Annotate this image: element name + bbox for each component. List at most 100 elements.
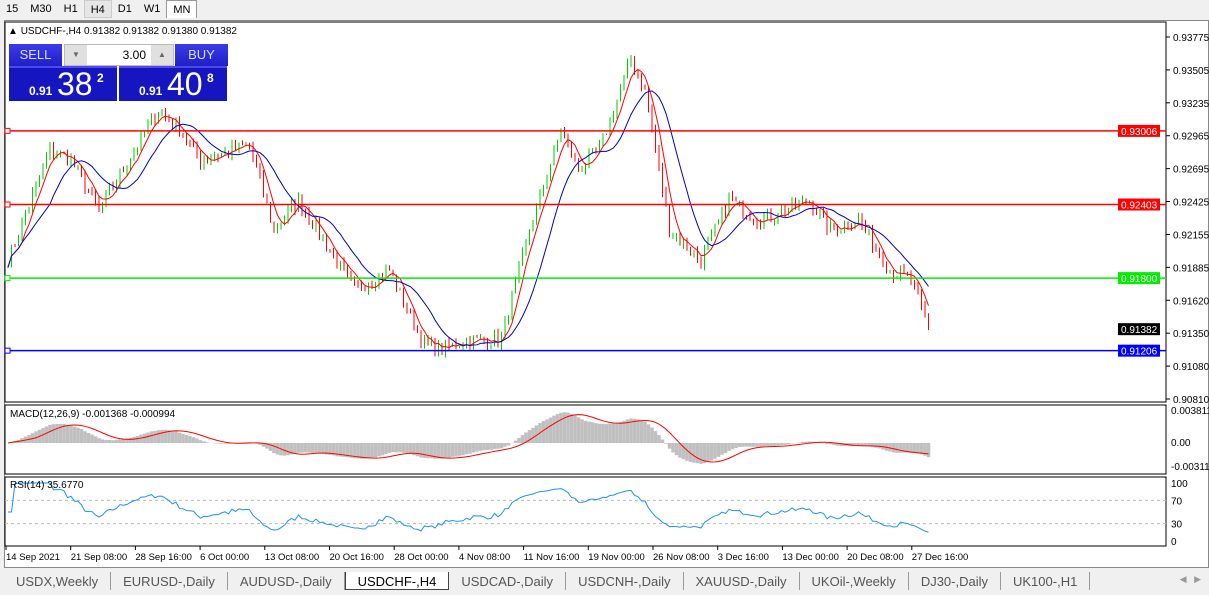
macd-histogram-bar	[625, 419, 630, 443]
macd-histogram-bar	[622, 420, 626, 443]
buy-price[interactable]: 0.91 40 8	[119, 66, 227, 102]
level-price-label: 0.91800	[1121, 274, 1158, 285]
macd-histogram-bar	[335, 443, 339, 457]
price-tick-label: 0.92695	[1173, 165, 1209, 176]
macd-histogram-bar	[587, 421, 591, 443]
price-tick-label: 0.92155	[1173, 230, 1209, 241]
level-handle	[4, 201, 11, 208]
macd-histogram-bar	[524, 432, 528, 443]
macd-histogram-bar	[261, 443, 266, 447]
macd-histogram-bar	[104, 439, 108, 443]
macd-histogram-bar	[636, 419, 640, 443]
tab-dj30[interactable]: DJ30-,Daily	[909, 572, 1001, 590]
macd-histogram-bar	[198, 440, 203, 443]
macd-histogram-bar	[282, 443, 287, 456]
macd-histogram-bar	[758, 443, 763, 448]
macd-histogram-bar	[359, 443, 364, 459]
macd-histogram-bar	[468, 443, 472, 454]
macd-histogram-bar	[86, 432, 91, 443]
increase-lot-icon[interactable]: ▲	[151, 45, 173, 65]
time-tick-label: 4 Nov 08:00	[459, 552, 510, 563]
tab-eurusd[interactable]: EURUSD-,Daily	[111, 572, 228, 590]
macd-histogram-bar	[356, 443, 360, 459]
macd-histogram-bar	[891, 443, 896, 453]
macd-histogram-bar	[653, 431, 658, 443]
tab-uk100[interactable]: UK100-,H1	[1001, 572, 1091, 590]
macd-histogram-bar	[289, 443, 294, 455]
tf-m30[interactable]: M30	[30, 3, 52, 15]
macd-histogram-bar	[275, 443, 280, 455]
macd-histogram-bar	[475, 443, 479, 452]
macd-histogram-bar	[415, 443, 420, 457]
tf-d1[interactable]: D1	[117, 3, 132, 15]
macd-histogram-bar	[394, 443, 399, 453]
lot-stepper[interactable]: ▼ 3.00 ▲	[64, 44, 174, 66]
macd-histogram-bar	[692, 443, 696, 463]
tf-w1[interactable]: W1	[143, 3, 161, 15]
macd-histogram-bar	[506, 443, 511, 446]
lot-input[interactable]: 3.00	[122, 48, 146, 62]
one-click-trading-panel: SELL ▼ 3.00 ▲ BUY 0.91 38 2 0.91 40 8	[9, 44, 228, 102]
tf-h4[interactable]: H4	[83, 0, 112, 18]
macd-histogram-bar	[751, 443, 756, 447]
macd-histogram-bar	[380, 443, 385, 456]
macd-histogram-bar	[492, 443, 497, 449]
tf-m15[interactable]: 15	[6, 3, 19, 15]
macd-histogram-bar	[216, 443, 220, 444]
macd-histogram-bar	[90, 434, 94, 443]
macd-histogram-bar	[926, 443, 931, 458]
tab-audusd[interactable]: AUDUSD-,Daily	[228, 572, 345, 590]
price-tick-label: 0.92425	[1173, 198, 1209, 209]
macd-histogram-bar	[111, 440, 115, 443]
macd-histogram-bar	[97, 438, 101, 443]
macd-histogram-bar	[485, 443, 490, 451]
tf-h1[interactable]: H1	[63, 3, 78, 15]
tf-mn[interactable]: MN	[166, 0, 198, 18]
tab-xauusd[interactable]: XAUUSD-,Daily	[684, 572, 800, 590]
price-tick-label: 0.93775	[1173, 33, 1209, 44]
macd-histogram-bar	[454, 443, 458, 457]
macd-histogram-bar	[650, 427, 654, 443]
tab-usdchf[interactable]: USDCHF-,H4	[344, 572, 450, 590]
macd-histogram-bar	[870, 443, 875, 447]
chart-canvas[interactable]: 0.93775 0.93505 0.93235 0.92965 0.92695 0.924…	[0, 0, 1209, 568]
macd-histogram-bar	[349, 443, 353, 458]
macd-histogram-bar	[328, 443, 332, 455]
tab-usdx[interactable]: USDX,Weekly	[4, 572, 112, 590]
macd-histogram-bar	[706, 443, 710, 463]
macd-histogram-bar	[48, 424, 52, 443]
tab-usdcnh[interactable]: USDCNH-,Daily	[566, 572, 684, 590]
macd-histogram-bar	[370, 443, 374, 458]
tab-scroll-arrows-icon[interactable]: ◀ ▶	[1179, 574, 1201, 584]
macd-histogram-bar	[580, 419, 584, 443]
macd-histogram-bar	[720, 443, 724, 455]
macd-histogram-bar	[832, 443, 836, 445]
tab-ukoil[interactable]: UKOil-,Weekly	[800, 572, 909, 590]
sell-price[interactable]: 0.91 38 2	[9, 66, 117, 102]
macd-histogram-bar	[716, 443, 721, 457]
macd-histogram-bar	[83, 431, 87, 443]
decrease-lot-icon[interactable]: ▼	[65, 45, 87, 65]
macd-histogram-bar	[384, 443, 388, 455]
symbol-quote: USDCHF-,H4 0.91382 0.91382 0.91380 0.913…	[20, 26, 237, 37]
macd-histogram-bar	[646, 424, 651, 443]
macd-histogram-bar	[671, 443, 675, 453]
macd-histogram-bar	[727, 443, 731, 451]
macd-histogram-bar	[184, 435, 189, 443]
macd-histogram-bar	[219, 443, 224, 444]
sell-button[interactable]: SELL	[9, 44, 62, 66]
macd-histogram-bar	[594, 423, 598, 443]
tab-usdcad[interactable]: USDCAD-,Daily	[449, 572, 567, 590]
time-tick-label: 27 Dec 16:00	[912, 552, 969, 563]
macd-histogram-bar	[125, 438, 129, 443]
buy-button[interactable]: BUY	[175, 44, 228, 66]
macd-histogram-bar	[426, 443, 430, 459]
current-price-tag	[1118, 323, 1160, 336]
macd-histogram-bar	[153, 430, 157, 443]
level-price-label: 0.91206	[1121, 347, 1158, 358]
macd-histogram-bar	[559, 412, 563, 443]
macd-histogram-bar	[272, 443, 276, 454]
time-tick-label: 3 Dec 16:00	[718, 552, 769, 563]
macd-histogram-bar	[345, 443, 350, 458]
